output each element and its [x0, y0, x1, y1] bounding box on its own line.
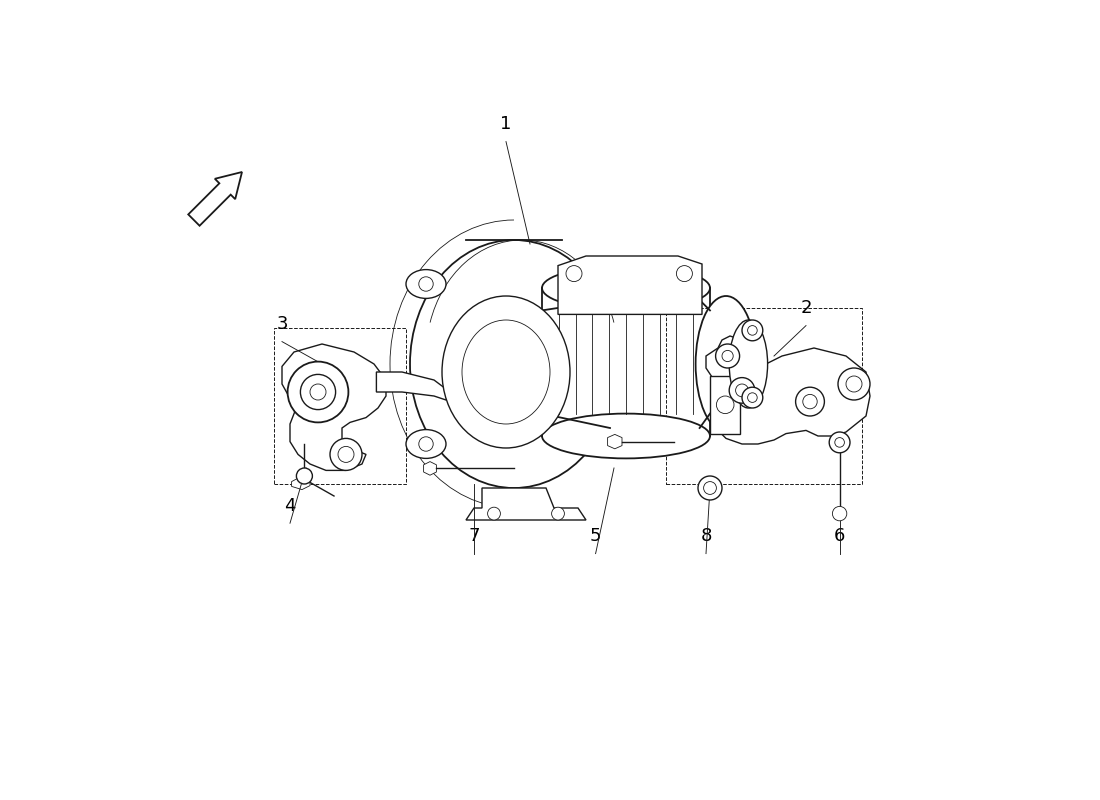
- Polygon shape: [424, 462, 437, 475]
- Circle shape: [742, 387, 762, 408]
- Text: 4: 4: [284, 497, 296, 514]
- Bar: [542, 288, 710, 436]
- Circle shape: [296, 468, 312, 484]
- Text: 5: 5: [590, 527, 602, 545]
- Bar: [710, 376, 740, 434]
- Circle shape: [742, 320, 762, 341]
- Text: 2: 2: [801, 299, 812, 317]
- Circle shape: [300, 374, 336, 410]
- Polygon shape: [292, 476, 310, 490]
- Ellipse shape: [406, 430, 446, 458]
- Polygon shape: [558, 256, 702, 314]
- Circle shape: [833, 506, 847, 521]
- Text: 7: 7: [469, 527, 480, 545]
- Ellipse shape: [542, 414, 710, 458]
- Ellipse shape: [442, 296, 570, 448]
- Circle shape: [287, 362, 349, 422]
- Text: 8: 8: [701, 527, 712, 545]
- Bar: [274, 328, 406, 484]
- Circle shape: [487, 507, 500, 520]
- Circle shape: [716, 396, 734, 414]
- Circle shape: [838, 368, 870, 400]
- Ellipse shape: [410, 240, 618, 488]
- Polygon shape: [282, 344, 386, 470]
- Circle shape: [729, 378, 755, 403]
- Circle shape: [330, 438, 362, 470]
- Bar: [666, 308, 862, 484]
- Polygon shape: [607, 434, 621, 449]
- Circle shape: [698, 476, 722, 500]
- Circle shape: [566, 266, 582, 282]
- Text: 3: 3: [276, 315, 288, 333]
- Circle shape: [829, 432, 850, 453]
- Polygon shape: [466, 488, 586, 520]
- Ellipse shape: [695, 296, 757, 432]
- Polygon shape: [376, 372, 450, 400]
- Text: 6: 6: [834, 527, 845, 545]
- Ellipse shape: [542, 266, 710, 310]
- Text: 1: 1: [500, 115, 512, 133]
- Ellipse shape: [406, 270, 446, 298]
- Ellipse shape: [729, 320, 768, 408]
- Circle shape: [551, 507, 564, 520]
- Polygon shape: [706, 336, 870, 444]
- Circle shape: [795, 387, 824, 416]
- Circle shape: [716, 344, 739, 368]
- Circle shape: [676, 266, 692, 282]
